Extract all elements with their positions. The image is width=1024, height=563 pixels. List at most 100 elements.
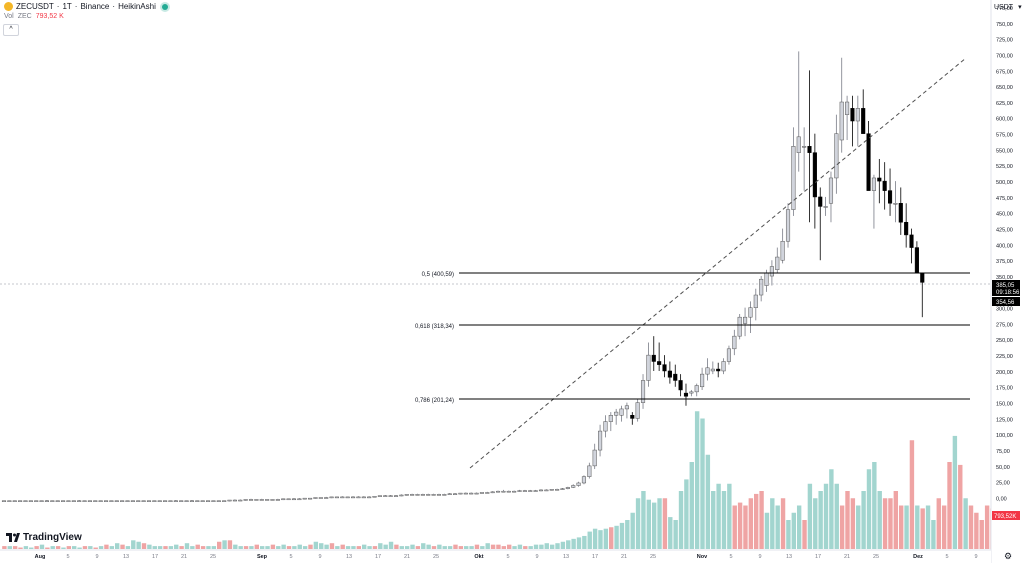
volume-bar	[614, 525, 619, 549]
volume-bar	[598, 530, 603, 549]
candle-body	[184, 500, 189, 502]
volume-bar	[974, 512, 979, 549]
collapse-legend-button[interactable]: ^	[3, 24, 19, 36]
candle-body	[125, 500, 130, 502]
volume-bar	[641, 491, 646, 549]
candle-body	[238, 499, 243, 502]
candle-body	[189, 500, 194, 502]
volume-bar	[141, 543, 147, 549]
volume-bar	[120, 544, 125, 549]
candle-body	[834, 133, 839, 179]
volume-legend[interactable]: Vol ZEC 793,52 K	[4, 13, 64, 20]
symbol-header[interactable]: ZECUSDT · 1T · Binance · HeikinAshi	[4, 2, 168, 11]
candle-body	[635, 402, 640, 419]
volume-bar	[807, 483, 813, 549]
candle-body	[544, 489, 549, 492]
price-tick-label: 0,00	[996, 496, 1007, 502]
candle-body	[640, 380, 646, 403]
volume-bar	[694, 411, 700, 549]
candle-body	[55, 500, 60, 502]
volume-bar	[378, 543, 383, 549]
candle-body	[146, 500, 152, 502]
candle-body	[678, 380, 683, 391]
price-tick-label: 250,00	[996, 338, 1013, 344]
candle-body	[114, 500, 119, 502]
volume-bar	[152, 546, 157, 549]
volume-bar	[458, 546, 464, 549]
price-tick-label: 100,00	[996, 433, 1013, 439]
drawing-overlay[interactable]: 0,5 (400,59) 0,618 (318,34) 0,786 (201,2…	[0, 57, 991, 469]
price-tick-label: 375,00	[996, 259, 1013, 265]
volume-bar	[227, 540, 233, 549]
candle-body	[281, 498, 286, 501]
volume-bar	[582, 535, 587, 549]
trend-line[interactable]	[469, 57, 967, 469]
volume-bar	[528, 546, 533, 549]
volume-bar	[646, 499, 651, 549]
candle-body	[726, 348, 732, 362]
candle-body	[93, 500, 98, 502]
volume-bar	[587, 531, 592, 549]
candle-body	[845, 101, 850, 115]
currency-selector[interactable]: USDT ▾	[994, 3, 1022, 12]
volume-bar	[512, 546, 517, 549]
candle-body	[71, 500, 76, 502]
tradingview-logo[interactable]: TradingView	[6, 532, 82, 543]
candlesticks	[1, 51, 925, 502]
volume-bar	[238, 546, 243, 549]
volume-bar	[372, 546, 378, 549]
candle-body	[721, 361, 726, 372]
time-tick-label: 5	[506, 554, 509, 560]
candle-body	[308, 497, 313, 500]
volume-bar	[206, 546, 211, 549]
interval-label[interactable]: 1T	[62, 2, 72, 11]
candle-body	[565, 487, 570, 489]
candle-body	[882, 180, 887, 191]
volume-bar	[834, 483, 839, 549]
time-tick-label: 9	[95, 554, 98, 560]
price-tick-label: 725,00	[996, 38, 1013, 44]
volume-bar	[195, 544, 200, 549]
volume-bar	[496, 544, 501, 549]
volume-bar	[254, 544, 259, 549]
volume-bar	[72, 546, 77, 549]
candle-body	[512, 490, 517, 493]
candle-body	[560, 488, 565, 490]
volume-bar	[904, 505, 909, 549]
candle-body	[855, 108, 860, 122]
symbol-name[interactable]: ZECUSDT	[16, 2, 54, 11]
price-tick-label: 475,00	[996, 196, 1013, 202]
candle-body	[571, 485, 576, 488]
candle-body	[436, 494, 442, 496]
candle-body	[812, 152, 817, 198]
time-tick-label: 17	[152, 554, 158, 560]
volume-bar	[727, 483, 732, 549]
price-tick-label: 675,00	[996, 69, 1013, 75]
volume-bar	[265, 546, 270, 549]
price-axis[interactable]: 775,00 750,00 725,00 700,00 675,00 650,00 625,…	[990, 0, 1024, 563]
volume-bar	[898, 505, 904, 549]
candle-body	[12, 500, 17, 502]
market-open-indicator-icon	[161, 3, 168, 10]
price-tick-label: 575,00	[996, 133, 1013, 139]
candle-body	[673, 373, 678, 381]
candle-body	[624, 405, 629, 410]
candle-body	[522, 490, 527, 492]
volume-bar	[313, 541, 319, 549]
time-tick-label: 17	[815, 554, 821, 560]
time-tick-label: 13	[123, 554, 129, 560]
volume-bar	[324, 544, 329, 549]
volume-bar	[662, 498, 668, 549]
candle-body	[485, 492, 490, 494]
chart-settings-icon[interactable]: ⚙	[1004, 551, 1013, 561]
candle-body	[581, 476, 587, 484]
time-axis[interactable]: Aug 5 9 13 17 21 25 Sep 5 9 13 17 21 25 Okt 5 9 13 17 21 25 N…	[0, 549, 991, 563]
candle-body	[227, 499, 232, 502]
price-tick-label: 650,00	[996, 85, 1013, 91]
candle-body	[415, 494, 420, 496]
volume-bar	[292, 546, 297, 549]
candle-body	[351, 496, 356, 499]
candle-body	[23, 500, 28, 502]
candle-body	[313, 497, 318, 499]
